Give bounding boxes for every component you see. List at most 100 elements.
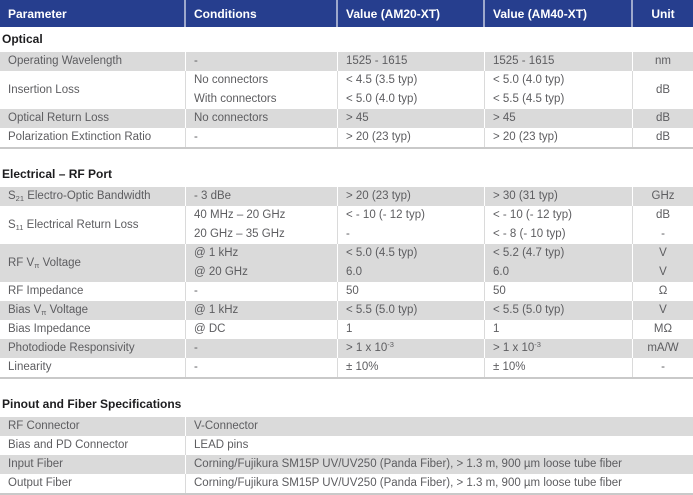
cell-text: - <box>194 131 198 143</box>
cell-value-am20: 1 <box>338 320 485 339</box>
column-header-conditions: Conditions <box>186 0 338 27</box>
cell-text: > 20 (23 typ) <box>346 131 411 143</box>
cell-value-am40: 1 <box>485 320 633 339</box>
cell-text: 1525 - 1615 <box>493 55 555 67</box>
cell-value-am20: > 20 (23 typ) <box>338 128 485 147</box>
cell-text: RF Impedance <box>8 285 84 297</box>
cell-unit: dB <box>633 128 693 147</box>
cell-text: Corning/Fujikura SM15P UV/UV250 (Panda F… <box>194 477 622 489</box>
cell-conditions: - <box>186 339 338 358</box>
cell-text: > 1 x 10-3 <box>493 340 541 354</box>
cell-text: @ DC <box>194 323 226 335</box>
cell-value-am20: < - 10 (- 12 typ) - <box>338 206 485 244</box>
cell-parameter: RF Impedance <box>0 282 186 301</box>
cell-text: < - 10 (- 12 typ) <box>493 209 572 221</box>
cell-text: Output Fiber <box>8 477 72 489</box>
cell-text: Photodiode Responsivity <box>8 342 135 354</box>
cell-text: RF Connector <box>8 420 80 432</box>
cell-text: Input Fiber <box>8 458 63 470</box>
cell-text: Bias and PD Connector <box>8 439 129 451</box>
cell-text: < 5.0 (4.0 typ) <box>346 93 418 105</box>
cell-text: Ω <box>658 285 668 297</box>
cell-text: 20 GHz – 35 GHz <box>194 228 285 240</box>
section-3: Pinout and Fiber Specifications RF Connec… <box>0 395 693 495</box>
cell-text: - <box>194 342 198 354</box>
cell-unit: dB <box>633 109 693 128</box>
cell-text: LEAD pins <box>194 439 249 451</box>
section-table: RF Connector V-Connector Bias and PD Conne… <box>0 417 693 495</box>
cell-text: S21 Electro-Optic Bandwidth <box>8 190 151 203</box>
cell-text: 50 <box>493 285 506 297</box>
cell-text: - <box>194 55 198 67</box>
cell-text: > 45 <box>493 112 516 124</box>
cell-value-am40: < 5.2 (4.7 typ) 6.0 <box>485 244 633 282</box>
cell-value-am20: < 4.5 (3.5 typ) < 5.0 (4.0 typ) <box>338 71 485 109</box>
table-header-row: Parameter Conditions Value (AM20-XT) Val… <box>0 0 693 27</box>
section-2: Electrical – RF Port S21 Electro-Optic Ba… <box>0 165 693 379</box>
section-table: S21 Electro-Optic Bandwidth - 3 dBe > 20 (… <box>0 187 693 379</box>
cell-value: Corning/Fujikura SM15P UV/UV250 (Panda F… <box>186 474 693 493</box>
cell-text: No connectors <box>194 74 269 86</box>
column-header-unit: Unit <box>651 6 675 21</box>
cell-text: Bias Impedance <box>8 323 91 335</box>
cell-text: Operating Wavelength <box>8 55 123 67</box>
cell-parameter: Input Fiber <box>0 455 186 474</box>
cell-parameter: S11 Electrical Return Loss <box>0 206 186 244</box>
cell-text: V <box>659 247 667 259</box>
cell-parameter: S21 Electro-Optic Bandwidth <box>0 187 186 206</box>
column-header-value-am40: Value (AM40-XT) <box>485 0 633 27</box>
cell-unit: V <box>633 301 693 320</box>
cell-text: dB <box>655 83 671 96</box>
cell-text: > 45 <box>346 112 369 124</box>
cell-text: V <box>659 266 667 278</box>
table-row: Bias and PD Connector LEAD pins <box>0 436 693 455</box>
section-title: Electrical – RF Port <box>2 167 113 181</box>
cell-text: < 5.5 (5.0 typ) <box>346 304 418 316</box>
table-row: Optical Return Loss No connectors > 45 > 45… <box>0 109 693 128</box>
cell-parameter: Optical Return Loss <box>0 109 186 128</box>
cell-text: GHz <box>651 190 675 202</box>
cell-value-am20: > 45 <box>338 109 485 128</box>
cell-conditions: 40 MHz – 20 GHz 20 GHz – 35 GHz <box>186 206 338 244</box>
cell-unit: dB - <box>633 206 693 244</box>
cell-text: RF Vπ Voltage <box>8 256 81 270</box>
cell-text: dB <box>655 131 671 143</box>
cell-unit: nm <box>633 52 693 71</box>
cell-unit: Ω <box>633 282 693 301</box>
cell-text: - <box>346 228 350 240</box>
table-row: RF Connector V-Connector <box>0 417 693 436</box>
cell-parameter: Insertion Loss <box>0 71 186 109</box>
cell-text: nm <box>655 55 671 67</box>
cell-text: 40 MHz – 20 GHz <box>194 209 286 221</box>
cell-text: < - 10 (- 12 typ) <box>346 209 425 221</box>
cell-text: > 30 (31 typ) <box>493 190 558 202</box>
cell-text: @ 1 kHz <box>194 247 239 259</box>
cell-value-am20: 50 <box>338 282 485 301</box>
cell-text: < 5.2 (4.7 typ) <box>493 247 565 259</box>
cell-text: 1 <box>493 323 500 335</box>
cell-unit: - <box>633 358 693 377</box>
cell-conditions: - <box>186 282 338 301</box>
cell-text: - 3 dBe <box>194 190 232 202</box>
cell-value-am40: 1525 - 1615 <box>485 52 633 71</box>
cell-value: V-Connector <box>186 417 693 436</box>
cell-text: With connectors <box>194 93 277 105</box>
cell-unit: GHz <box>633 187 693 206</box>
cell-conditions: @ 1 kHz <box>186 301 338 320</box>
table-row: Photodiode Responsivity - > 1 x 10-3 > 1 x … <box>0 339 693 358</box>
cell-value-am40: > 20 (23 typ) <box>485 128 633 147</box>
cell-text: > 20 (23 typ) <box>346 190 411 202</box>
table-row: S11 Electrical Return Loss 40 MHz – 20 GH… <box>0 206 693 244</box>
cell-text: Polarization Extinction Ratio <box>8 131 152 143</box>
cell-parameter: Polarization Extinction Ratio <box>0 128 186 147</box>
cell-value-am20: < 5.5 (5.0 typ) <box>338 301 485 320</box>
section-table: Operating Wavelength - 1525 - 1615 1525 - 1… <box>0 52 693 149</box>
cell-text: @ 1 kHz <box>194 304 239 316</box>
cell-text: mA/W <box>647 342 679 354</box>
cell-text: S11 Electrical Return Loss <box>8 218 139 232</box>
cell-value-am20: > 20 (23 typ) <box>338 187 485 206</box>
cell-text: Bias Vπ Voltage <box>8 304 89 317</box>
cell-text: Insertion Loss <box>8 83 80 96</box>
